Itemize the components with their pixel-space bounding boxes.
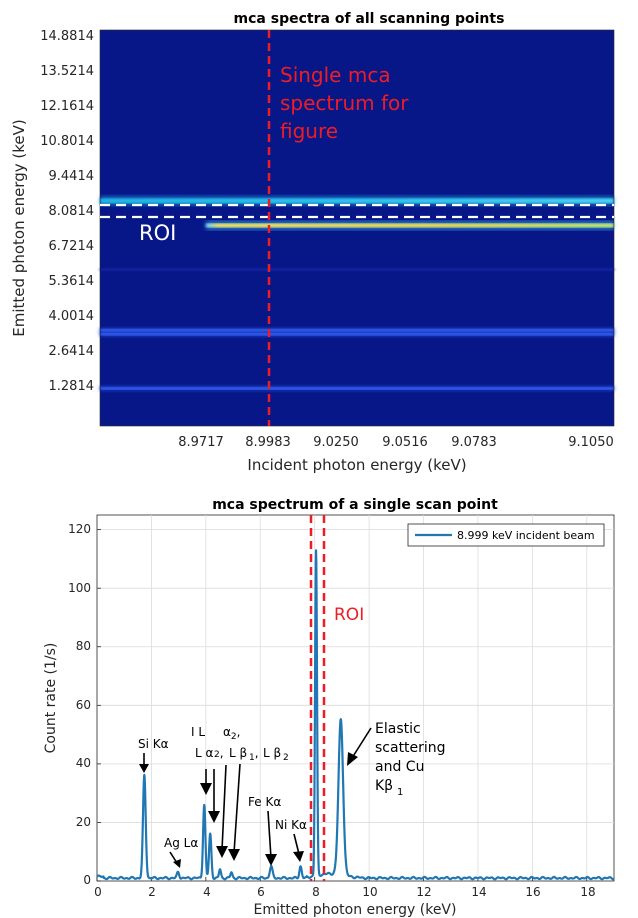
spectrum-y-tick: 80 [76,639,91,653]
label-cu-kbeta-sub: 1 [397,787,403,798]
heatmap-y-tick: 1.2814 [49,379,95,394]
spectrum-x-tick: 4 [203,885,211,899]
label-elastic-3: and Cu [375,759,424,775]
heatmap-y-tick: 2.6414 [49,344,95,359]
label-cu-kbeta: Kβ [375,778,393,794]
label-ag-la: Ag Lα [164,836,198,850]
spectrum-roi-label: ROI [334,605,364,625]
label-l-beta1: L β [229,746,247,760]
heatmap-y-tick: 8.0814 [49,204,95,219]
heatmap-band [100,268,614,271]
spectrum-x-tick: 14 [471,885,486,899]
spectrum-x-tick: 18 [580,885,595,899]
heatmap-y-ticks: 14.8814 13.5214 12.1614 10.8014 9.4414 8… [40,29,94,394]
heatmap-y-tick: 13.5214 [40,64,94,79]
spectrum-x-tick: 10 [362,885,377,899]
heatmap-title: mca spectra of all scanning points [234,11,505,27]
heatmap-band [100,198,614,204]
spectrum-y-label: Count rate (1/s) [43,643,59,754]
heatmap-roi-label: ROI [139,221,176,245]
spectrum-y-tick: 120 [68,522,91,536]
spectrum-x-label: Emitted photon energy (keV) [254,902,457,918]
label-l-beta1-sub: 1, [249,746,259,763]
heatmap-x-tick: 9.1050 [568,435,614,450]
heatmap-x-tick: 9.0783 [451,435,497,450]
heatmap-band [206,223,614,228]
heatmap-y-tick: 10.8014 [40,134,94,149]
spectrum-x-ticks: 0 2 4 6 8 10 12 14 16 18 [94,885,595,899]
heatmap-band [100,387,614,390]
spectrum-line [96,549,615,881]
label-si-ka: Si Kα [138,737,169,751]
spectrum-x-tick: 12 [416,885,431,899]
heatmap-annotation-line-3: figure [280,119,338,143]
heatmap-x-tick: 8.9717 [178,435,224,450]
label-elastic-1: Elastic [375,721,421,737]
heatmap-x-tick: 8.9983 [245,435,291,450]
heatmap-x-label: Incident photon energy (keV) [247,456,466,474]
spectrum-background [96,514,615,882]
heatmap-annotation-line-2: spectrum for [280,91,409,115]
heatmap-y-tick: 6.7214 [49,239,95,254]
spectrum-y-tick: 40 [76,756,91,770]
heatmap-bands [100,195,614,392]
spectrum-y-tick: 100 [68,581,91,595]
spectrum-x-tick: 8 [312,885,320,899]
heatmap-y-tick: 12.1614 [40,99,94,114]
label-i-l-alpha2: α2, [223,725,240,742]
heatmap-annotation-line-1: Single mca [280,63,391,87]
spectrum-y-tick: 20 [76,815,91,829]
heatmap-y-tick: 14.8814 [40,29,94,44]
spectrum-legend-label: 8.999 keV incident beam [457,529,595,542]
label-i-l: I L [191,725,205,739]
spectrum-plot [96,514,615,882]
spectrum-annotations: Si Kα Ag Lα I L α2, L α 2, L β 1, L β 2 … [138,721,446,868]
spectrum-x-tick: 2 [148,885,156,899]
label-l-beta2: L β [263,746,281,760]
label-elastic-2: scattering [375,740,446,756]
heatmap-x-tick: 9.0250 [313,435,359,450]
spectrum-y-tick: 60 [76,698,91,712]
heatmap-y-tick: 4.0014 [49,309,95,324]
label-l-beta2-sub: 2 [283,753,289,763]
spectrum-x-tick: 6 [257,885,265,899]
label-l-alpha2-sub: 2, [214,746,224,760]
spectrum-y-ticks: 0 20 40 60 80 100 120 [68,522,91,887]
spectrum-x-tick: 0 [94,885,102,899]
spectrum-y-tick: 0 [83,873,91,887]
label-ni-ka: Ni Kα [275,818,307,832]
heatmap-x-ticks: 8.9717 8.9983 9.0250 9.0516 9.0783 9.105… [178,435,614,450]
label-l-alpha2: L α [195,746,214,760]
heatmap-x-tick: 9.0516 [382,435,428,450]
label-fe-ka: Fe Kα [248,795,281,809]
spectrum-x-tick: 16 [525,885,540,899]
heatmap-y-label: Emitted photon energy (keV) [10,119,28,336]
heatmap-band [100,328,614,332]
spectrum-legend: 8.999 keV incident beam [407,523,605,547]
heatmap-y-tick: 5.3614 [49,274,95,289]
heatmap-plot [99,29,615,427]
heatmap-band [100,332,614,336]
heatmap-y-tick: 9.4414 [49,169,95,184]
heatmap-annotation: Single mca spectrum for figure [280,63,409,143]
spectrum-title: mca spectrum of a single scan point [212,497,498,513]
